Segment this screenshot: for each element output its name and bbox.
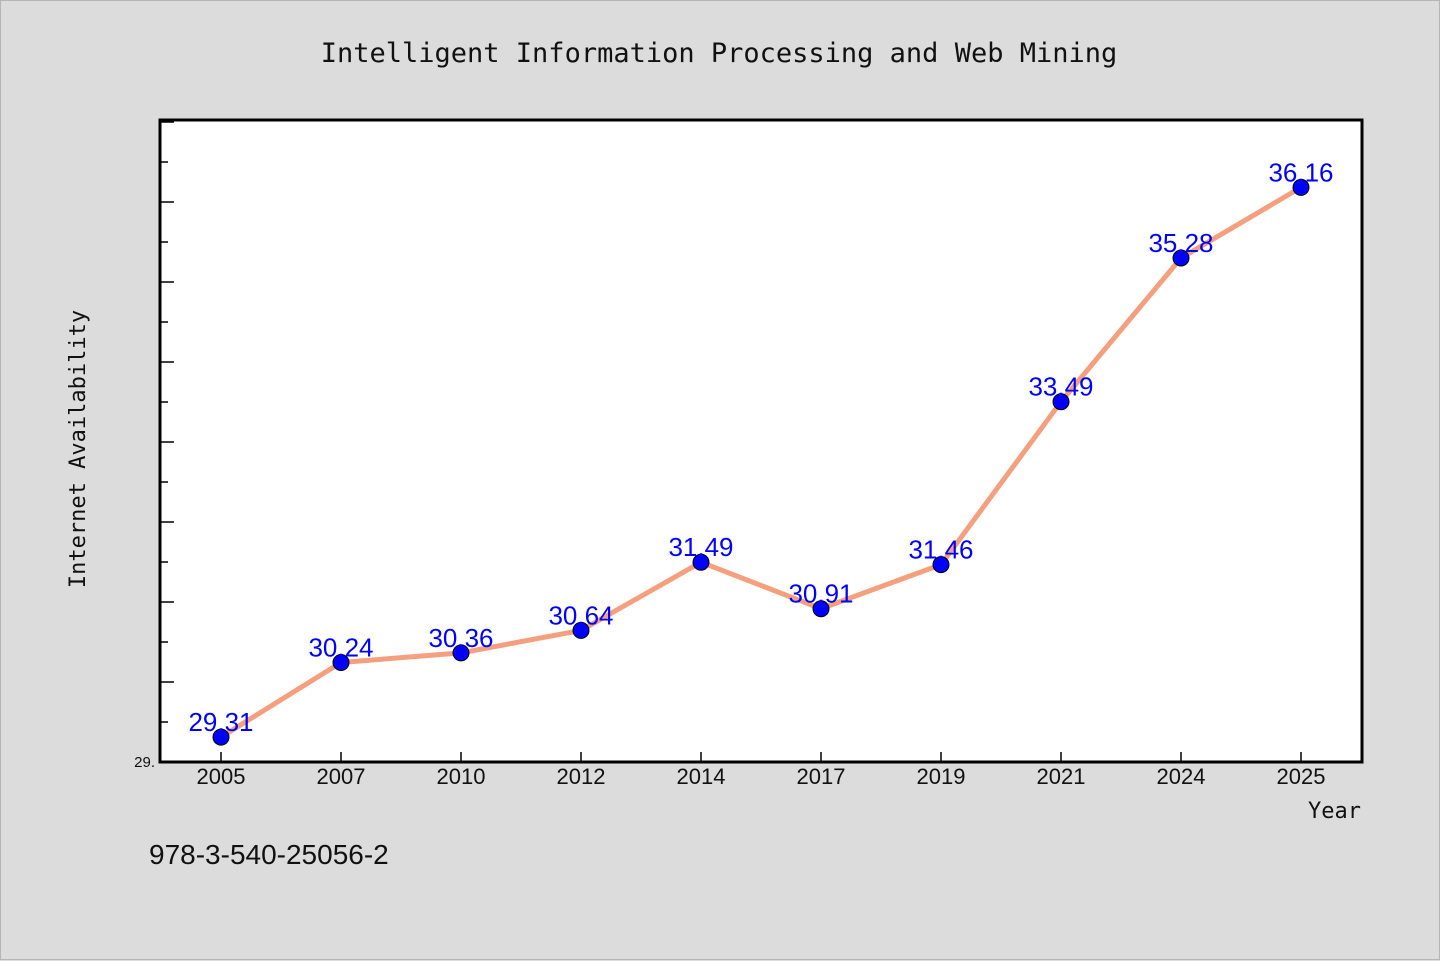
data-point (1172, 249, 1190, 267)
data-point (572, 621, 590, 639)
x-axis-ticks: 2005 2007 2010 2012 2014 2017 2019 2021 2024 2025 (197, 752, 1326, 789)
data-labels: 29.31 30.24 30.36 30.64 31.49 30.91 31.46 33.49… (188, 157, 1333, 737)
x-tick-label: 2007 (317, 764, 366, 789)
data-label: 33.49 (1028, 372, 1093, 402)
data-label: 30.91 (788, 579, 853, 609)
data-label: 31.46 (908, 535, 973, 565)
data-point (1052, 393, 1070, 411)
x-tick-label: 2010 (437, 764, 486, 789)
y-axis-label: Internet Availability (66, 310, 91, 588)
plot-area (158, 118, 1364, 764)
x-tick-label: 2021 (1037, 764, 1086, 789)
data-label: 36.16 (1268, 157, 1333, 187)
chart-title: Intelligent Information Processing and W… (321, 38, 1118, 69)
footer-isbn: 978-3-540-25056-2 (149, 839, 389, 870)
x-tick-label: 2024 (1157, 764, 1206, 789)
y-axis-ticks (160, 121, 174, 763)
data-label: 30.36 (428, 623, 493, 653)
data-point (692, 553, 710, 571)
data-label: 30.64 (548, 600, 613, 630)
data-label: 31.49 (668, 532, 733, 562)
data-point (212, 728, 230, 746)
series-markers (212, 178, 1310, 746)
x-tick-label: 2005 (197, 764, 246, 789)
x-axis-label: Year (1308, 799, 1361, 824)
data-point (452, 644, 470, 662)
data-label: 35.28 (1148, 228, 1213, 258)
data-point (812, 600, 830, 618)
series-line (218, 184, 1304, 740)
data-label: 30.24 (308, 633, 373, 663)
data-label: 29.31 (188, 707, 253, 737)
x-tick-label: 2025 (1277, 764, 1326, 789)
x-tick-label: 2012 (557, 764, 606, 789)
data-point (1292, 178, 1310, 196)
x-tick-label: 2017 (797, 764, 846, 789)
x-tick-label: 2019 (917, 764, 966, 789)
y-tick-label: 29. (134, 754, 155, 771)
data-point (332, 654, 350, 671)
x-tick-label: 2014 (677, 764, 726, 789)
data-point (932, 556, 950, 574)
